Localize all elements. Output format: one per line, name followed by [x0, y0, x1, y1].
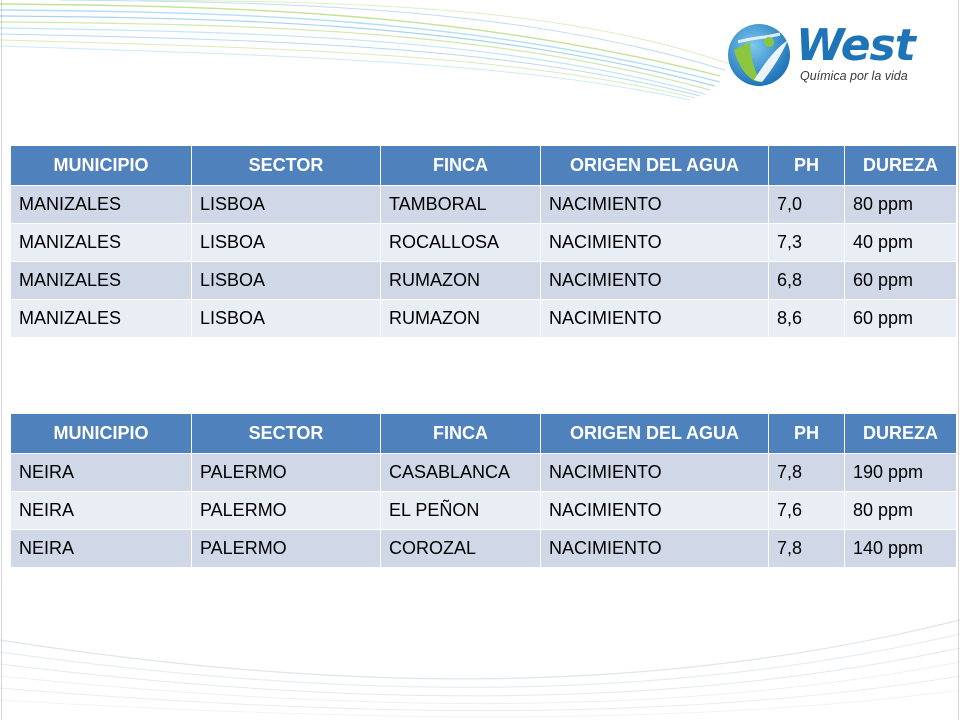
table-row: MANIZALES LISBOA TAMBORAL NACIMIENTO 7,0…: [10, 185, 957, 224]
cell-sector: LISBOA: [191, 223, 381, 262]
cell-origen-del-agua: NACIMIENTO: [540, 491, 769, 530]
cell-finca: TAMBORAL: [380, 185, 541, 224]
cell-municipio: NEIRA: [10, 453, 192, 492]
cell-ph: 6,8: [768, 261, 845, 300]
cell-dureza: 60 ppm: [844, 299, 957, 338]
bottom-swoosh-decoration: [0, 619, 960, 718]
cell-sector: LISBOA: [191, 185, 381, 224]
logo-tagline: Química por la vida: [800, 69, 908, 83]
cell-municipio: MANIZALES: [10, 299, 192, 338]
cell-sector: LISBOA: [191, 299, 381, 338]
cell-sector: PALERMO: [191, 491, 381, 530]
logo-wordmark: West: [796, 20, 916, 71]
table-row: MANIZALES LISBOA ROCALLOSA NACIMIENTO 7,…: [10, 223, 957, 262]
table-row: NEIRA PALERMO EL PEÑON NACIMIENTO 7,6 80…: [10, 491, 957, 530]
cell-finca: RUMAZON: [380, 261, 541, 300]
table-row: NEIRA PALERMO COROZAL NACIMIENTO 7,8 140…: [10, 529, 957, 568]
slide-left-border: [1, 0, 2, 720]
globe-swoosh-icon: [728, 24, 790, 86]
cell-origen-del-agua: NACIMIENTO: [540, 223, 769, 262]
cell-municipio: MANIZALES: [10, 261, 192, 300]
cell-finca: RUMAZON: [380, 299, 541, 338]
cell-municipio: MANIZALES: [10, 223, 192, 262]
header-ph: PH: [768, 413, 845, 454]
cell-dureza: 40 ppm: [844, 223, 957, 262]
cell-ph: 8,6: [768, 299, 845, 338]
cell-ph: 7,8: [768, 529, 845, 568]
table-header-row: MUNICIPIO SECTOR FINCA ORIGEN DEL AGUA P…: [10, 413, 957, 454]
water-analysis-table-neira: MUNICIPIO SECTOR FINCA ORIGEN DEL AGUA P…: [10, 413, 957, 568]
water-analysis-table-manizales: MUNICIPIO SECTOR FINCA ORIGEN DEL AGUA P…: [10, 145, 957, 338]
cell-ph: 7,8: [768, 453, 845, 492]
header-dureza: DUREZA: [844, 413, 957, 454]
table-row: MANIZALES LISBOA RUMAZON NACIMIENTO 6,8 …: [10, 261, 957, 300]
cell-municipio: NEIRA: [10, 491, 192, 530]
cell-dureza: 140 ppm: [844, 529, 957, 568]
cell-finca: COROZAL: [380, 529, 541, 568]
cell-ph: 7,6: [768, 491, 845, 530]
cell-ph: 7,0: [768, 185, 845, 224]
cell-finca: EL PEÑON: [380, 491, 541, 530]
header-ph: PH: [768, 145, 845, 186]
cell-origen-del-agua: NACIMIENTO: [540, 299, 769, 338]
cell-sector: LISBOA: [191, 261, 381, 300]
west-logo: West Química por la vida: [722, 18, 932, 90]
table-row: NEIRA PALERMO CASABLANCA NACIMIENTO 7,8 …: [10, 453, 957, 492]
cell-dureza: 80 ppm: [844, 491, 957, 530]
header-sector: SECTOR: [191, 413, 381, 454]
header-finca: FINCA: [380, 145, 541, 186]
cell-sector: PALERMO: [191, 529, 381, 568]
cell-origen-del-agua: NACIMIENTO: [540, 185, 769, 224]
header-sector: SECTOR: [191, 145, 381, 186]
cell-dureza: 190 ppm: [844, 453, 957, 492]
cell-origen-del-agua: NACIMIENTO: [540, 529, 769, 568]
cell-dureza: 60 ppm: [844, 261, 957, 300]
header-origen-del-agua: ORIGEN DEL AGUA: [540, 413, 769, 454]
cell-municipio: NEIRA: [10, 529, 192, 568]
cell-municipio: MANIZALES: [10, 185, 192, 224]
cell-finca: ROCALLOSA: [380, 223, 541, 262]
header-dureza: DUREZA: [844, 145, 957, 186]
header-municipio: MUNICIPIO: [10, 413, 192, 454]
cell-ph: 7,3: [768, 223, 845, 262]
cell-origen-del-agua: NACIMIENTO: [540, 261, 769, 300]
table-row: MANIZALES LISBOA RUMAZON NACIMIENTO 8,6 …: [10, 299, 957, 338]
header-finca: FINCA: [380, 413, 541, 454]
header-municipio: MUNICIPIO: [10, 145, 192, 186]
cell-finca: CASABLANCA: [380, 453, 541, 492]
cell-dureza: 80 ppm: [844, 185, 957, 224]
slide-right-border: [958, 0, 959, 720]
header-origen-del-agua: ORIGEN DEL AGUA: [540, 145, 769, 186]
cell-sector: PALERMO: [191, 453, 381, 492]
cell-origen-del-agua: NACIMIENTO: [540, 453, 769, 492]
table-header-row: MUNICIPIO SECTOR FINCA ORIGEN DEL AGUA P…: [10, 145, 957, 186]
